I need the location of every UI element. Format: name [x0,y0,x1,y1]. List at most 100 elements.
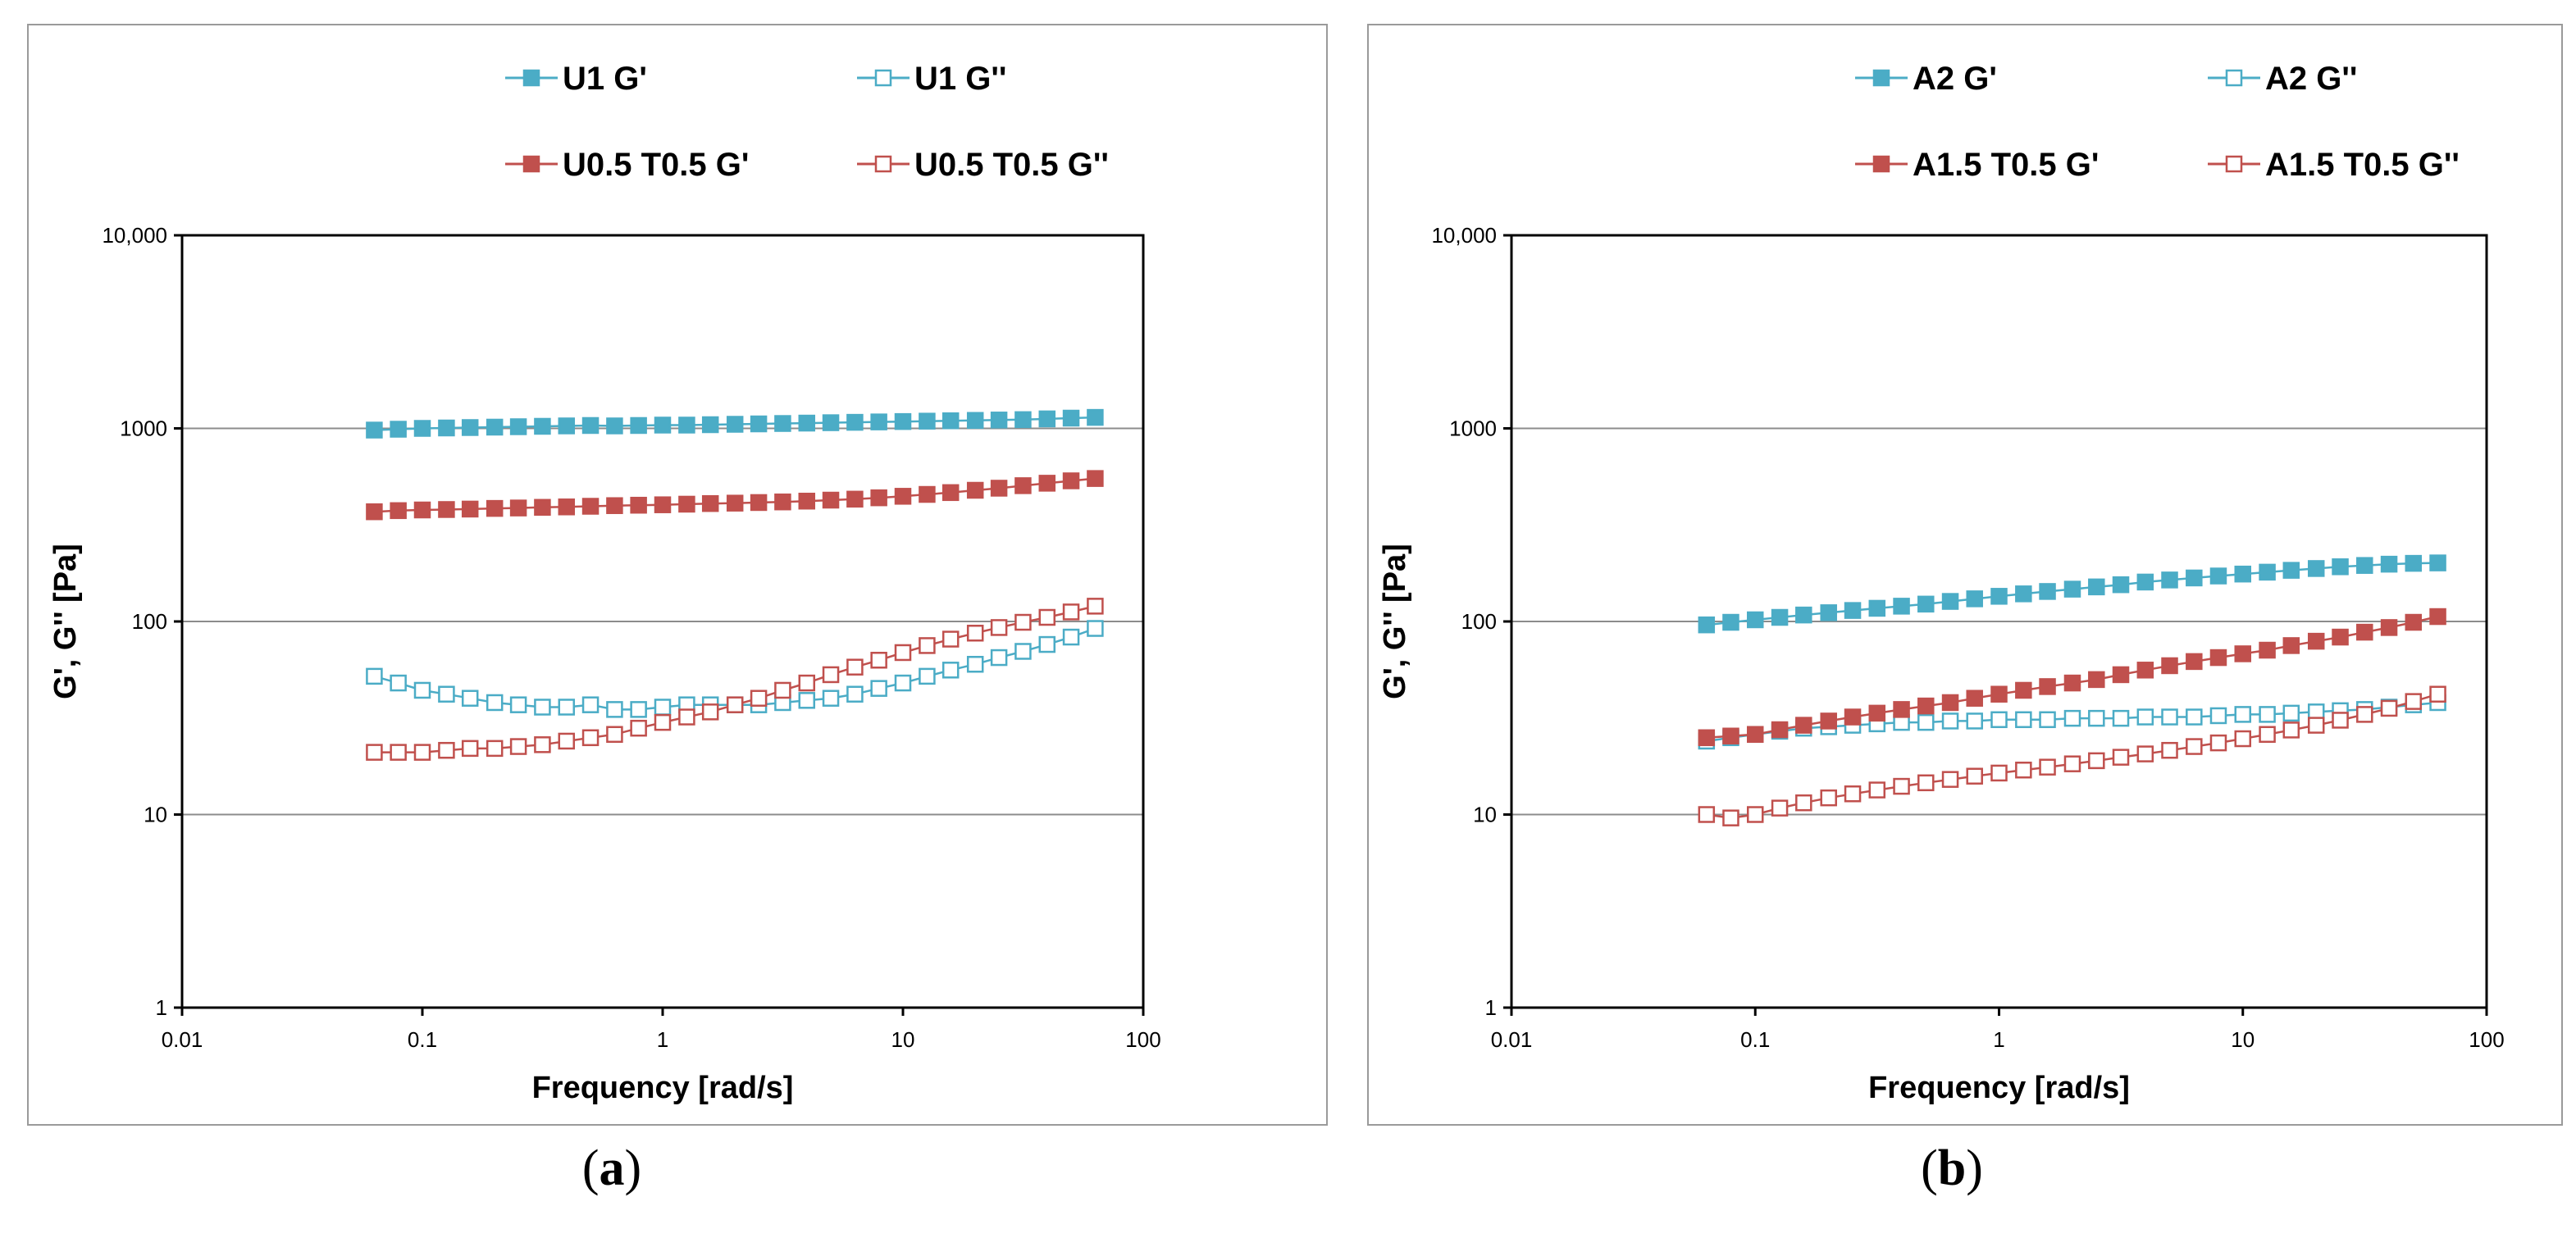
data-point [2136,662,2154,679]
data-point [1698,806,1716,823]
data-point [774,493,791,511]
data-point [750,494,768,512]
data-point [438,741,455,759]
data-point [2282,704,2300,722]
data-point [1087,470,1104,487]
x-tick-label: 1 [1993,1027,2004,1052]
data-point [2112,749,2130,766]
data-point [2039,758,2056,776]
data-point [2282,637,2300,654]
data-point [1966,767,1983,785]
data-point [534,699,551,716]
panel-border [27,24,1328,1126]
data-point [1795,606,1812,624]
data-point [509,738,527,755]
caption-paren-close: ) [625,1140,642,1196]
legend-label: A1.5 T0.5 G'' [2265,147,2460,183]
data-point [1771,799,1789,817]
series-line [374,605,1096,753]
data-point [654,699,672,716]
data-point [701,416,719,434]
data-point [1062,628,1080,646]
data-point [2332,628,2349,646]
caption-paren-open: ( [582,1140,600,1196]
y-axis-title: G', G'' [Pa] [1378,544,1412,699]
data-point [2039,583,2056,600]
legend-label: A1.5 T0.5 G' [1913,147,2099,183]
data-point [2063,674,2081,692]
data-point [2307,632,2325,650]
data-point [798,492,816,510]
data-point [941,630,960,648]
data-point [678,416,695,434]
data-point [1990,764,2008,782]
x-tick-label: 100 [2469,1027,2504,1052]
data-point [966,624,984,642]
data-point [630,496,647,514]
data-point [1698,616,1716,634]
data-point [630,719,647,737]
data-point [2405,613,2423,631]
data-point [870,413,887,430]
data-point [919,412,936,430]
y-tick-label: 10 [1473,803,1497,827]
legend-marker [2225,69,2243,87]
legend-marker [522,155,540,173]
panel-label: b [1938,1140,1966,1196]
series-4 [1698,685,2446,826]
data-point [822,414,840,431]
data-point [1014,613,1032,631]
data-point [461,419,479,436]
data-point [919,485,936,503]
data-point [1014,411,1032,429]
data-point [1087,598,1104,615]
data-point [1868,781,1886,799]
legend-marker [2225,155,2243,173]
data-point [2039,711,2056,729]
data-point [990,480,1008,497]
data-point [438,685,455,703]
y-tick-label: 1000 [1449,416,1497,441]
data-point [2136,745,2154,762]
panel-caption: (b) [1921,1140,1983,1196]
y-tick-label: 1 [156,995,167,1020]
data-point [2380,555,2398,573]
data-point [822,666,840,684]
data-point [2429,685,2446,703]
data-point [1747,611,1764,629]
data-point [2234,706,2251,723]
data-point [2259,706,2276,723]
data-point [1087,408,1104,426]
data-point [870,489,887,507]
data-point [558,732,576,750]
chart-panel-b: 1 10 100 1000 10,000 0.01 0.1 1 10 100 Frequency [… [1367,24,2563,1196]
data-point [630,416,647,435]
data-point [1698,729,1716,747]
data-point [2015,711,2032,729]
series-4 [366,598,1104,761]
legend-marker [1872,69,1890,87]
data-point [413,501,431,519]
data-point [846,490,864,508]
data-point [461,740,479,758]
data-point [1722,613,1739,631]
data-point [1917,697,1935,715]
data-point [534,736,551,753]
data-point [774,415,791,432]
data-point [2234,730,2251,748]
data-point [390,421,407,438]
legend-item: U0.5 T0.5 G'' [857,147,1109,183]
data-point [2282,562,2300,579]
panel-label: a [600,1140,625,1196]
data-point [654,713,672,731]
data-point [558,417,576,435]
legend-item: U1 G' [505,61,647,97]
data-point [1062,603,1080,621]
data-point [1038,608,1056,626]
data-point [2259,726,2276,744]
data-point [701,494,719,512]
data-point [2186,569,2203,587]
data-point [846,685,864,703]
data-point [438,419,455,437]
